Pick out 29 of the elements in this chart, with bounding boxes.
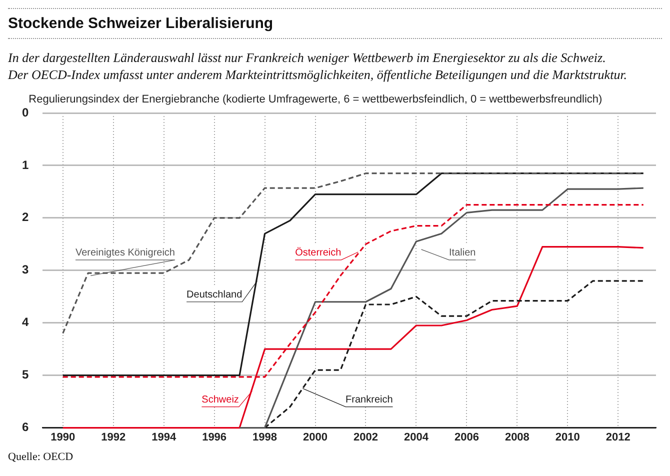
x-tick-label: 2006 bbox=[454, 431, 479, 444]
series-label: Vereinigtes Königreich bbox=[75, 248, 175, 259]
y-tick-label: 4 bbox=[22, 315, 29, 330]
series-label: Italien bbox=[449, 248, 476, 259]
chart-title: Stockende Schweizer Liberalisierung bbox=[8, 8, 662, 39]
x-tick-label: 2004 bbox=[404, 431, 430, 444]
text: Frankreich bbox=[346, 394, 393, 406]
y-tick-label: 0 bbox=[22, 105, 29, 120]
series-label: Schweiz bbox=[202, 394, 239, 406]
y-axis-title: Regulierungsindex der Energiebranche (kodierte Umfragewerte, 6 = wettbewerbsfeindlich, 0 = wettbewerbsfreundlich) bbox=[28, 94, 602, 106]
y-tick-label: 5 bbox=[22, 368, 29, 382]
source-note: Quelle: OECD bbox=[8, 451, 74, 463]
chart-subtitle: In der dargestellten Länderauswahl lässt nur Frankreich weniger Wettbewerb im Energiesektor zu als die Schweiz. Der OECD-Index umfasst unter anderem Markteintrittsmöglichkeiten, öffentliche Beteiligungen und die Marktstruktur. bbox=[8, 49, 628, 83]
y-tick-label: 2 bbox=[22, 210, 29, 224]
x-tick-label: 1998 bbox=[252, 431, 278, 444]
x-tick-label: 2002 bbox=[354, 431, 378, 444]
series-label: Deutschland bbox=[186, 290, 242, 301]
x-tick-label: 2008 bbox=[504, 431, 530, 444]
y-tick-label: 6 bbox=[22, 420, 29, 434]
x-tick-label: 2012 bbox=[606, 431, 630, 444]
y-tick-label: 3 bbox=[22, 262, 29, 277]
x-tick-label: 1992 bbox=[101, 431, 126, 444]
x-tick-label: 1996 bbox=[202, 431, 227, 444]
x-tick-label: 2010 bbox=[555, 431, 580, 444]
y-tick-label: 1 bbox=[22, 158, 29, 172]
x-tick-label: 1994 bbox=[152, 431, 177, 444]
x-tick-label: 2000 bbox=[303, 431, 328, 444]
x-tick-label: 1990 bbox=[50, 431, 76, 444]
series-label: Österreich bbox=[295, 246, 342, 259]
